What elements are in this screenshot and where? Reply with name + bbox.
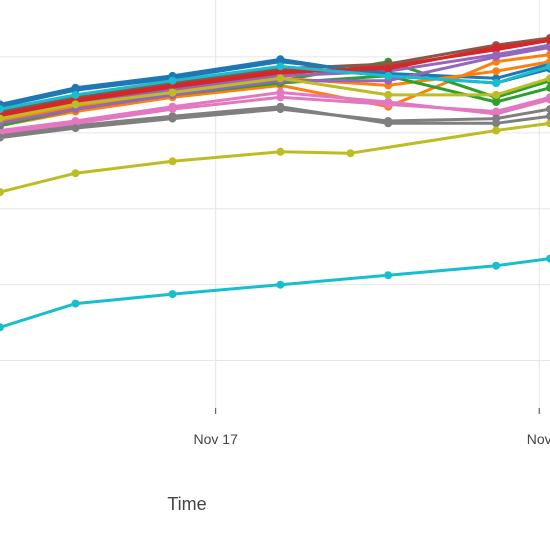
- data-point: [0, 323, 4, 332]
- data-point: [492, 52, 501, 61]
- data-point: [384, 271, 393, 280]
- data-point: [0, 188, 4, 197]
- series-line: [0, 62, 550, 114]
- data-point: [492, 261, 501, 270]
- data-point: [168, 105, 177, 114]
- series-line: [0, 254, 550, 332]
- data-point: [168, 290, 177, 299]
- data-point: [546, 50, 550, 59]
- data-point: [546, 83, 550, 92]
- series-path: [0, 121, 550, 194]
- data-point: [276, 280, 285, 289]
- x-tick-label: Nov: [527, 431, 550, 447]
- data-point: [346, 149, 355, 158]
- data-point: [384, 64, 393, 73]
- data-point: [546, 112, 550, 121]
- data-point: [276, 74, 285, 83]
- data-point: [71, 90, 80, 99]
- data-point: [276, 147, 285, 156]
- series-path: [0, 257, 550, 329]
- series-line: [0, 74, 550, 123]
- data-point: [546, 74, 550, 83]
- data-point: [168, 157, 177, 166]
- data-point: [546, 93, 550, 102]
- data-point: [492, 90, 501, 99]
- data-point: [492, 79, 501, 87]
- data-point: [0, 105, 4, 114]
- x-tick-label: Nov 17: [194, 431, 239, 447]
- data-point: [492, 67, 501, 76]
- series-line: [0, 105, 550, 142]
- data-point: [71, 124, 80, 133]
- data-point: [492, 114, 501, 123]
- data-point: [276, 105, 285, 114]
- data-point: [168, 88, 177, 97]
- data-point: [492, 43, 501, 52]
- data-point: [71, 169, 80, 178]
- data-point: [492, 107, 501, 116]
- data-point: [492, 98, 501, 106]
- series-line: [0, 119, 550, 197]
- data-point: [546, 36, 550, 45]
- data-point: [0, 114, 4, 123]
- data-point: [71, 100, 80, 109]
- data-point: [384, 100, 393, 109]
- data-point: [276, 93, 285, 102]
- data-point: [168, 114, 177, 123]
- data-point: [492, 126, 501, 135]
- data-point: [546, 254, 550, 263]
- data-point: [168, 76, 177, 85]
- data-point: [384, 71, 393, 80]
- series-line: [0, 93, 550, 137]
- data-point: [276, 62, 285, 71]
- x-axis: Nov 17 Nov: [194, 408, 550, 447]
- data-point: [384, 90, 393, 99]
- data-point: [546, 105, 550, 114]
- data-point: [0, 133, 4, 142]
- series-group: [0, 34, 550, 332]
- x-axis-title: Time: [167, 494, 206, 514]
- data-point: [71, 299, 80, 308]
- data-point: [546, 43, 550, 52]
- data-point: [546, 119, 550, 128]
- data-point: [384, 117, 393, 125]
- data-point: [546, 62, 550, 71]
